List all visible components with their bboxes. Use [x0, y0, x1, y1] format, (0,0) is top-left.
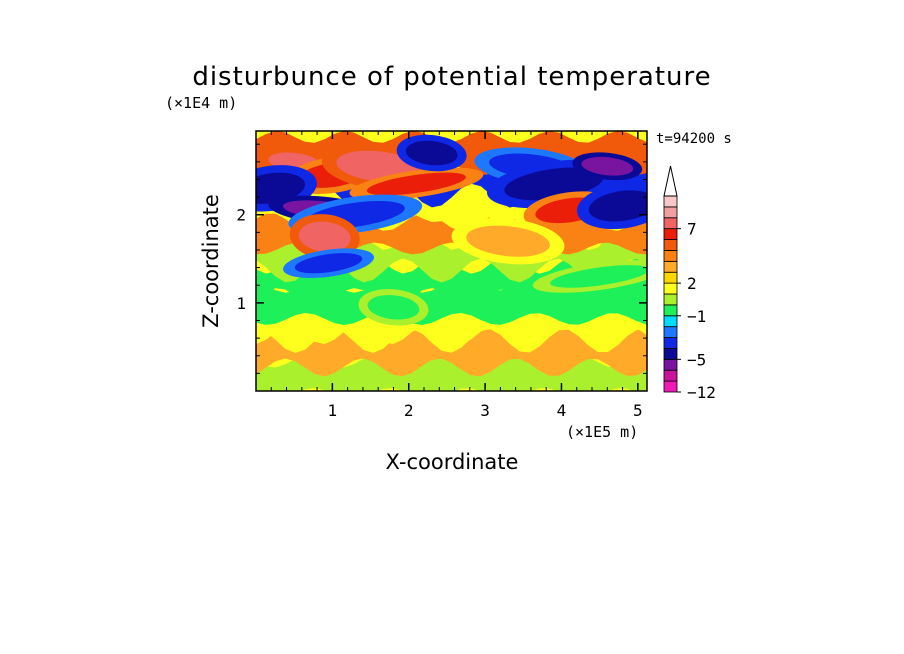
colorbar-swatch	[663, 369, 678, 382]
colorbar-swatch	[663, 282, 678, 295]
x-tick-label: 5	[633, 401, 643, 420]
colorbar-label: 2	[687, 274, 697, 293]
colorbar-label: 7	[687, 220, 697, 239]
time-label: t=94200 s	[656, 131, 732, 147]
contour-feature-core	[466, 225, 550, 257]
contour-feature-core	[550, 265, 647, 288]
colorbar-swatch	[663, 293, 678, 306]
colorbar-swatch	[663, 337, 678, 349]
colorbar-swatch	[663, 271, 678, 284]
plot-frame	[255, 130, 648, 392]
x-tick-label: 2	[404, 401, 414, 420]
colorbar-swatch	[663, 315, 678, 328]
contour-feature-core	[581, 156, 634, 176]
x-tick-label: 1	[328, 401, 338, 420]
contour-feature-core	[405, 140, 458, 166]
colorbar-swatch	[663, 260, 678, 273]
colorbar-extend-arrow	[663, 165, 678, 197]
colorbar-label: −5	[687, 350, 706, 369]
y-axis: 12	[236, 143, 647, 374]
colorbar-swatch	[663, 195, 678, 208]
x-tick-label: 4	[557, 401, 567, 420]
colorbar-swatch	[663, 326, 678, 338]
contour-feature-core	[298, 221, 351, 252]
colorbar-label: −12	[687, 383, 716, 402]
contour-feature-core	[294, 253, 363, 274]
colorbar-label: −1	[687, 307, 706, 326]
y-unit-label: (×1E4 m)	[165, 94, 237, 112]
colorbar-swatch	[663, 348, 678, 360]
contour-feature-core	[367, 295, 420, 320]
plot-area	[256, 131, 647, 391]
y-axis-label: Z-coordinate	[199, 194, 223, 328]
contour-feature-core	[588, 190, 647, 222]
x-tick-label: 3	[480, 401, 490, 420]
contour-feature-core	[256, 172, 306, 204]
colorbar-swatch	[663, 358, 678, 371]
contour-feature-core	[366, 172, 466, 196]
x-axis: 1 2 3 4 5	[270, 131, 643, 420]
contour-band	[256, 355, 647, 391]
colorbar-swatch	[663, 250, 678, 262]
chart-title: disturbunce of potential temperature	[192, 62, 711, 92]
colorbar-swatch	[663, 228, 678, 240]
x-unit-label: (×1E5 m)	[566, 423, 638, 441]
colorbar-swatch	[663, 239, 678, 251]
colorbar-swatch	[663, 206, 678, 219]
y-tick-label: 1	[236, 294, 246, 313]
colorbar-swatch	[663, 380, 678, 393]
y-tick-label: 2	[236, 206, 246, 225]
colorbar-swatch	[663, 304, 678, 317]
x-axis-label: X-coordinate	[386, 450, 519, 474]
colorbar: 7 2 −1 −5 −12	[663, 165, 716, 402]
colorbar-swatch	[663, 217, 678, 230]
